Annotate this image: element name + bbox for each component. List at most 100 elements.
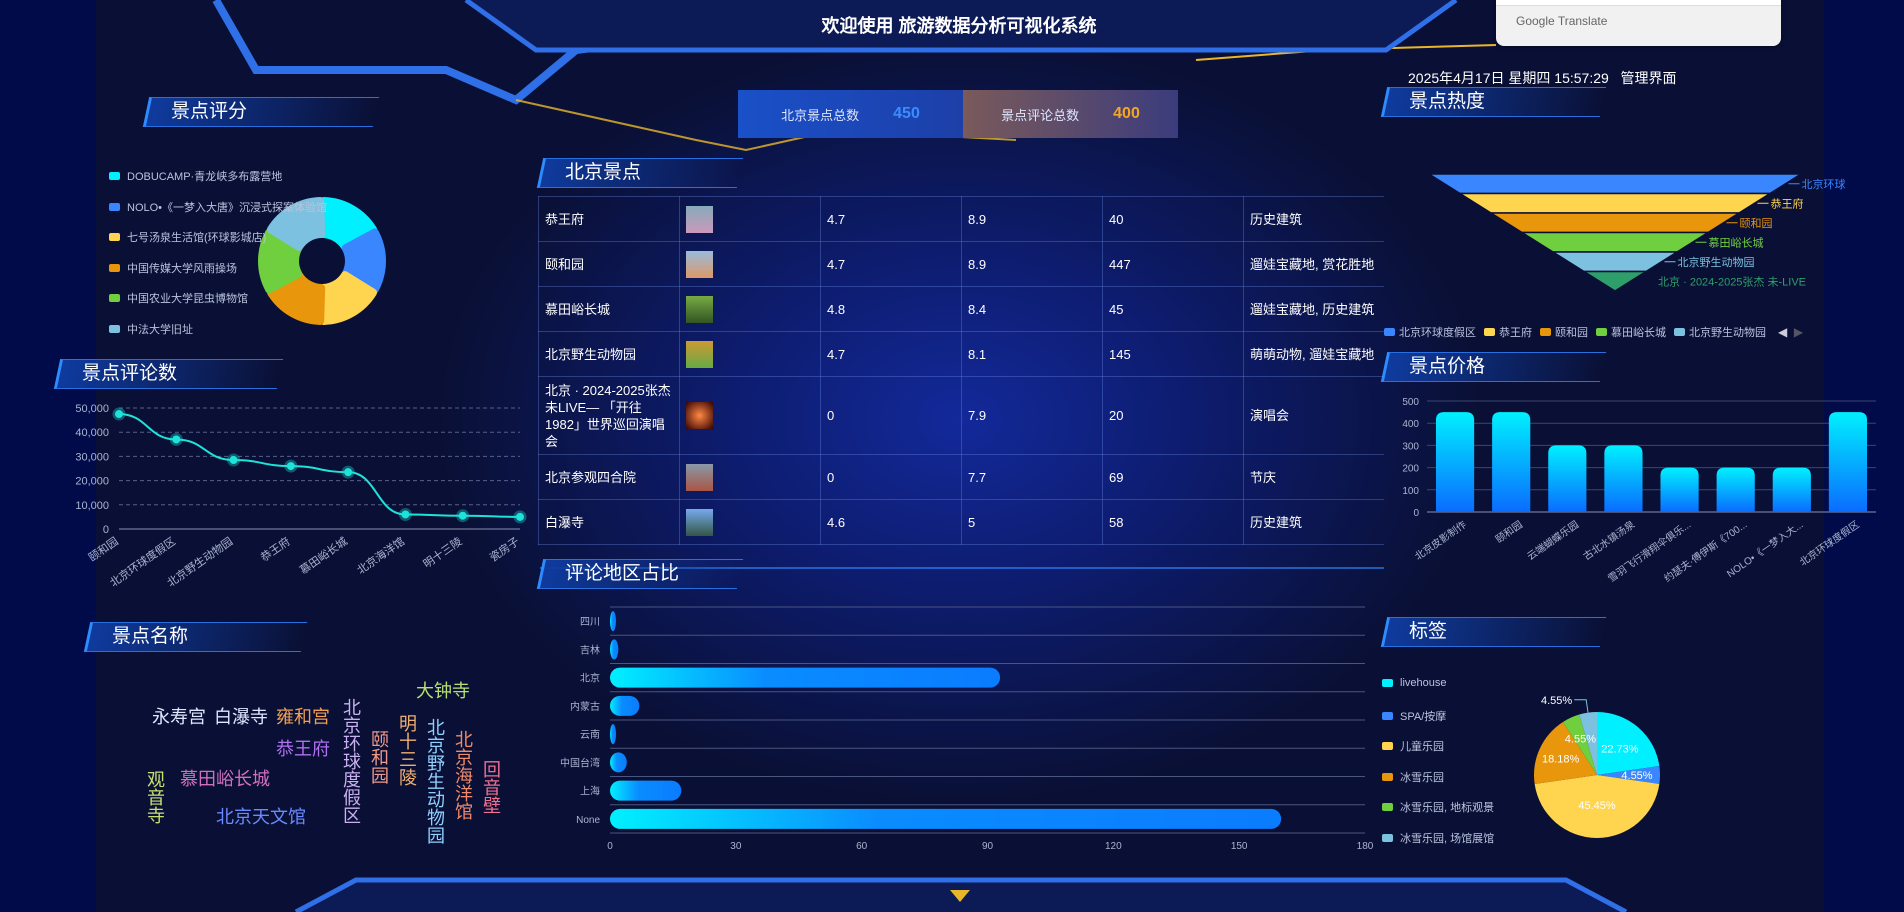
admin-link[interactable]: 管理界面	[1620, 70, 1677, 86]
y-tick-label: 100	[1402, 486, 1419, 497]
spot-comment-count: 20	[1102, 376, 1244, 455]
spot-thumbnail[interactable]	[686, 402, 713, 429]
table-row[interactable]: 北京 · 2024-2025张杰 未LIVE— 「开往1982」世界巡回演唱会 …	[538, 376, 1384, 455]
legend-item[interactable]: 七号汤泉生活馆(环球影城店)	[109, 229, 266, 245]
x-tick-label: 北京皮影制作	[1412, 518, 1469, 563]
data-point	[112, 407, 126, 421]
word-cloud-word[interactable]: 慕田峪长城	[180, 769, 270, 789]
spot-thumbnail[interactable]	[686, 205, 713, 233]
legend-label: SPA/按摩	[1400, 710, 1447, 723]
legend-item[interactable]: 冰雪乐园, 场馆展馆	[1382, 830, 1494, 846]
funnel-label: 北京 · 2024-2025张杰 未-LIVE	[1658, 274, 1806, 288]
y-tick-label: 0	[103, 524, 109, 536]
pie-label: 4.55%	[1621, 770, 1652, 782]
legend-item[interactable]: 中国农业大学昆虫博物馆	[109, 290, 248, 306]
legend-item[interactable]: DOBUCAMP·青龙峡多布露营地	[109, 168, 282, 184]
legend-item[interactable]: 颐和园	[1540, 324, 1588, 340]
x-tick-label: 瓷房子	[487, 534, 522, 564]
word-cloud-word[interactable]: 观音寺	[145, 770, 165, 824]
legend-swatch	[109, 172, 120, 180]
bar	[610, 808, 1282, 829]
word-cloud-word[interactable]: 永寿宫	[152, 707, 206, 727]
word-cloud-word[interactable]: 大钟寺	[416, 681, 470, 701]
word-cloud-word[interactable]: 北京海洋馆	[453, 730, 473, 820]
spot-thumbnail[interactable]	[686, 508, 713, 536]
funnel-level	[1426, 173, 1804, 195]
table-row[interactable]: 北京参观四合院 0 7.7 69 节庆	[538, 454, 1384, 500]
legend-swatch	[109, 263, 120, 272]
word-cloud-word[interactable]: 明十三陵	[397, 714, 417, 786]
legend-item[interactable]: 恭王府	[1484, 324, 1532, 340]
word-cloud-word[interactable]: 回音壁	[481, 760, 501, 814]
spot-comment-count: 40	[1102, 196, 1244, 242]
legend-item[interactable]: SPA/按摩	[1382, 708, 1446, 724]
legend-prev-icon[interactable]: ◀	[1778, 325, 1788, 339]
legend-label: 冰雪乐园, 场馆展馆	[1400, 832, 1495, 845]
word-cloud-word[interactable]: 雍和宫	[276, 707, 330, 727]
x-tick-label: 颐和园	[1493, 519, 1524, 546]
x-tick-label: 30	[730, 841, 742, 852]
spot-rating: 8.9	[961, 241, 1103, 287]
word-cloud-word[interactable]: 北京环球度假区	[341, 698, 361, 824]
datetime: 2025年4月17日 星期四 15:57:29	[1408, 70, 1609, 86]
table-row[interactable]: 慕田峪长城 4.8 8.4 45 遛娃宝藏地, 历史建筑	[538, 286, 1384, 332]
word-cloud-word[interactable]: 北京野生动物园	[425, 718, 445, 844]
spot-rating: 7.9	[961, 376, 1103, 455]
spot-thumbnail[interactable]	[686, 340, 713, 368]
spot-score: 4.6	[820, 499, 962, 545]
funnel-level	[1519, 231, 1711, 253]
data-point	[169, 432, 183, 446]
legend-item[interactable]: 慕田峪长城	[1596, 324, 1666, 340]
pie-label: 4.55%	[1541, 695, 1572, 707]
spot-comment-count: 58	[1102, 499, 1244, 545]
table-row[interactable]: 白瀑寺 4.6 5 58 历史建筑	[538, 499, 1384, 545]
spots-table: 恭王府 4.7 8.9 40 历史建筑 颐和园 4.7 8.9 447 遛娃宝藏地…	[538, 196, 1384, 545]
spot-thumbnail-cell	[679, 331, 821, 377]
pie-slice	[1597, 712, 1660, 775]
google-translate-popup[interactable]: Google Translate	[1496, 0, 1781, 46]
word-cloud-word[interactable]: 恭王府	[276, 739, 330, 759]
spot-tags: 历史建筑	[1243, 499, 1384, 545]
legend-swatch	[1484, 328, 1495, 336]
bar	[610, 724, 616, 745]
y-tick-label: 400	[1402, 419, 1419, 430]
y-tick-label: 上海	[580, 785, 600, 798]
x-tick-label: 180	[1357, 841, 1374, 852]
legend-item[interactable]: 儿童乐园	[1382, 738, 1444, 754]
table-row[interactable]: 颐和园 4.7 8.9 447 遛娃宝藏地, 赏花胜地	[538, 241, 1384, 287]
legend-item[interactable]: 中法大学旧址	[109, 321, 193, 337]
legend-swatch	[1596, 328, 1607, 336]
legend-item[interactable]: 冰雪乐园, 地标观景	[1382, 799, 1494, 815]
spot-thumbnail[interactable]	[686, 250, 713, 278]
spot-tags: 萌萌动物, 遛娃宝藏地	[1243, 331, 1384, 377]
funnel-level	[1457, 192, 1773, 214]
word-cloud-word[interactable]: 白瀑寺	[214, 707, 268, 727]
legend-item[interactable]: 中国传媒大学风雨操场	[109, 260, 237, 276]
legend-next-icon[interactable]: ▶	[1793, 325, 1804, 339]
legend-item[interactable]: livehouse	[1382, 677, 1446, 689]
pie-label: 22.73%	[1601, 744, 1639, 756]
legend-item[interactable]: 北京环球度假区	[1384, 324, 1476, 340]
legend-item[interactable]: 北京野生动物园	[1674, 324, 1766, 340]
word-cloud-word[interactable]: 颐和园	[369, 730, 389, 784]
legend-label: 颐和园	[1555, 327, 1588, 339]
bar	[1604, 445, 1643, 512]
bar	[610, 780, 682, 801]
x-tick-label: 150	[1231, 841, 1248, 852]
legend-item[interactable]: 冰雪乐园	[1382, 769, 1444, 785]
x-tick-label: 古北水镇汤泉	[1581, 518, 1638, 563]
spot-thumbnail[interactable]	[686, 463, 713, 491]
spot-thumbnail[interactable]	[686, 295, 713, 323]
stat-label: 北京景点总数	[781, 107, 860, 123]
spots-table-container[interactable]: 恭王府 4.7 8.9 40 历史建筑 颐和园 4.7 8.9 447 遛娃宝藏地…	[538, 196, 1384, 553]
y-tick-label: 500	[1402, 397, 1419, 408]
pie-slice	[1597, 766, 1660, 784]
spot-thumbnail-cell	[679, 376, 821, 455]
y-tick-label: 200	[1402, 464, 1419, 475]
word-cloud: 永寿宫 白瀑寺 雍和宫恭王府 北京环球度假区 颐和园 明十三陵 大钟寺北京野生动物园 北京海洋…	[116, 668, 536, 858]
word-cloud-word[interactable]: 北京天文馆	[216, 807, 306, 827]
legend-swatch	[1384, 328, 1395, 336]
legend-item[interactable]: NOLO•《一梦入大唐》沉浸式探案体验馆	[109, 199, 327, 215]
x-tick-label: 60	[856, 841, 868, 852]
spot-rating: 8.4	[961, 286, 1103, 332]
